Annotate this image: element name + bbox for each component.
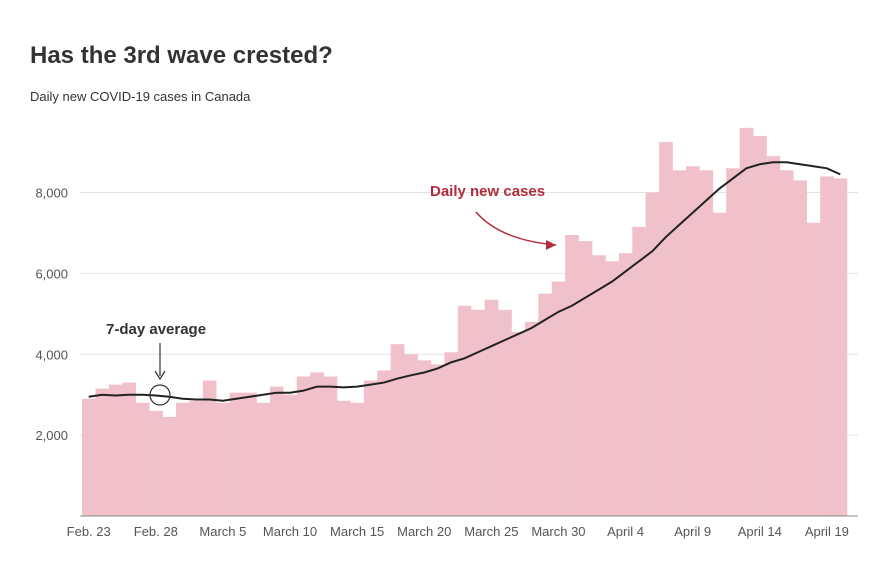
bar xyxy=(430,364,445,516)
bar xyxy=(645,192,660,516)
bar xyxy=(269,386,284,516)
bar xyxy=(538,293,553,516)
bar xyxy=(457,305,472,516)
x-tick-label: April 19 xyxy=(805,524,849,539)
bar xyxy=(806,222,821,516)
x-tick-label: Feb. 23 xyxy=(67,524,111,539)
bar xyxy=(766,156,781,517)
bar xyxy=(135,402,150,516)
bar xyxy=(202,380,217,516)
bar xyxy=(685,166,700,516)
annotation-7-day-average: 7-day average xyxy=(106,321,206,338)
bar xyxy=(511,332,526,516)
bar xyxy=(283,394,298,516)
x-tick-label: March 30 xyxy=(531,524,585,539)
bar xyxy=(350,402,365,516)
bar xyxy=(471,309,485,516)
bar xyxy=(793,180,808,516)
bar xyxy=(256,402,271,516)
y-tick-label: 6,000 xyxy=(35,266,68,281)
bar xyxy=(296,376,311,516)
bar xyxy=(108,384,123,516)
bar xyxy=(833,178,848,516)
y-tick-label: 8,000 xyxy=(35,186,68,201)
bar xyxy=(229,392,244,516)
annotations: Daily new cases 7-day average xyxy=(106,183,557,406)
bar xyxy=(659,142,673,516)
bar xyxy=(484,299,499,516)
x-tick-label: March 15 xyxy=(330,524,384,539)
annotation-daily-new-cases: Daily new cases xyxy=(430,183,545,200)
y-tick-label: 2,000 xyxy=(35,428,68,443)
bar xyxy=(779,170,794,516)
bar xyxy=(739,127,754,517)
x-tick-label: March 10 xyxy=(263,524,317,539)
bar xyxy=(363,380,378,516)
x-tick-labels: Feb. 23 Feb. 28 March 5 March 10 March 15 Mar… xyxy=(67,524,849,539)
bar xyxy=(175,402,190,516)
bar xyxy=(404,354,418,516)
annotation-arrowhead-7-day-average xyxy=(154,370,166,381)
bar xyxy=(337,400,351,516)
bar xyxy=(162,416,177,516)
x-tick-label: Feb. 28 xyxy=(134,524,178,539)
x-tick-label: April 14 xyxy=(738,524,782,539)
bar xyxy=(726,168,740,517)
bar xyxy=(189,400,204,516)
bar xyxy=(149,410,163,516)
chart-title: Has the 3rd wave crested? xyxy=(30,42,333,69)
y-tick-label: 4,000 xyxy=(35,347,68,362)
bar xyxy=(565,235,579,516)
y-tick-labels: 2,000 4,000 6,000 8,000 xyxy=(35,186,68,444)
bar xyxy=(498,309,512,516)
bar xyxy=(82,398,96,516)
x-tick-label: April 4 xyxy=(607,524,644,539)
bar xyxy=(243,392,257,516)
bar xyxy=(605,261,620,516)
bar xyxy=(216,402,230,516)
annotation-circle-7-day-average xyxy=(149,384,171,406)
bar xyxy=(712,212,727,516)
bar xyxy=(699,170,714,516)
bar xyxy=(122,382,136,516)
bar xyxy=(753,135,767,516)
bar xyxy=(618,253,633,516)
x-tick-label: March 20 xyxy=(397,524,451,539)
bar xyxy=(578,241,593,516)
chart-subtitle: Daily new COVID-19 cases in Canada xyxy=(30,89,251,104)
bar xyxy=(592,255,606,517)
bar xyxy=(672,170,687,516)
bar xyxy=(820,176,834,516)
x-tick-label: March 25 xyxy=(464,524,518,539)
bars-group xyxy=(82,127,848,517)
annotation-arrowhead-daily-new-cases xyxy=(546,240,556,250)
bar xyxy=(417,360,432,516)
bar xyxy=(551,281,566,516)
bar xyxy=(524,321,539,516)
x-tick-label: April 9 xyxy=(674,524,711,539)
series-line-7-day-average xyxy=(88,161,841,402)
bar xyxy=(310,372,324,516)
bar xyxy=(444,352,459,516)
bar xyxy=(323,376,338,516)
bar xyxy=(632,226,646,517)
bar xyxy=(95,388,110,516)
annotation-arrow-daily-new-cases xyxy=(475,211,557,246)
x-tick-label: March 5 xyxy=(199,524,246,539)
bar xyxy=(390,344,405,516)
bar xyxy=(377,370,391,516)
